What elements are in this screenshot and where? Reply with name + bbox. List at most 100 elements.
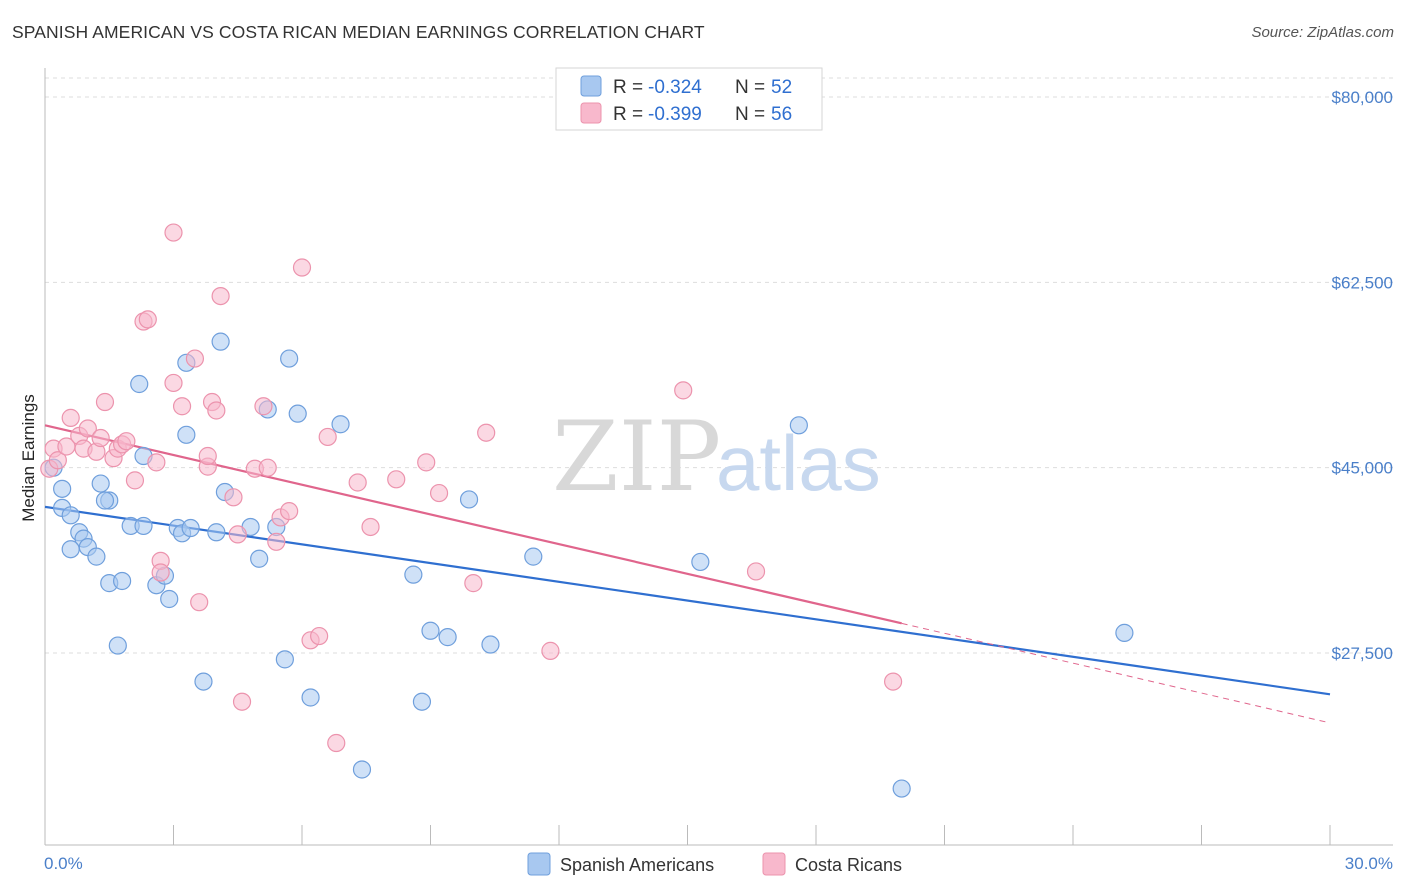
grid-layer [45, 77, 1393, 654]
costa-rican-point [48, 451, 67, 470]
costa-rican-point [147, 453, 166, 472]
costa-rican-point [477, 423, 496, 442]
costa-rican-point [292, 258, 312, 277]
spanish-american-point [250, 549, 269, 568]
spanish-american-point [95, 491, 115, 510]
spanish-american-point [481, 635, 500, 654]
spanish-american-point [130, 374, 149, 394]
costa-rican-point [207, 401, 226, 420]
points-layer [40, 223, 1134, 798]
spanish-american-point [61, 540, 80, 559]
costa-rican-point [258, 458, 277, 477]
costa-rican-point [224, 488, 243, 507]
costa-rican-point [429, 483, 449, 503]
trend-layer [44, 424, 1331, 724]
costa-rican-point [883, 672, 903, 691]
spanish-american-point [1115, 623, 1134, 642]
costa-rican-point [464, 574, 483, 593]
spanish-american-trend-line [44, 505, 1331, 696]
series-swatch-spanish-americans [527, 852, 551, 876]
chart-title: SPANISH AMERICAN VS COSTA RICAN MEDIAN E… [12, 22, 705, 42]
spanish-american-point [352, 760, 372, 779]
costa-rican-point [361, 517, 380, 537]
spanish-american-point [438, 628, 457, 647]
y-tick-label: $45,000 [1332, 459, 1393, 478]
legend-n-value-blue: 52 [771, 77, 792, 98]
costa-rican-point [254, 397, 273, 416]
legend-r-value-pink: -0.399 [648, 104, 702, 125]
spanish-american-point [160, 589, 179, 609]
spanish-american-point [892, 779, 911, 798]
watermark-zip: ZIP [552, 401, 721, 513]
costa-rican-point [95, 392, 115, 412]
spanish-american-point [181, 518, 200, 538]
costa-rican-point [164, 223, 183, 242]
costa-rican-point [280, 501, 299, 521]
legend-n-label-pink: N = [735, 104, 765, 125]
costa-rican-point [228, 525, 247, 544]
costa-rican-point [211, 287, 230, 306]
spanish-american-point [288, 404, 307, 423]
spanish-american-point [211, 332, 230, 351]
spanish-american-point [53, 479, 72, 498]
spanish-american-point [412, 692, 432, 711]
spanish-american-point [524, 547, 543, 566]
costa-rican-point [172, 397, 192, 416]
axes-layer [44, 68, 1393, 846]
watermark: ZIP atlas [552, 401, 881, 513]
costa-rican-point [232, 692, 252, 711]
spanish-american-point [87, 547, 106, 566]
y-tick-label: $27,500 [1332, 644, 1393, 663]
x-tick-label-min: 0.0% [44, 854, 83, 873]
spanish-american-point [301, 688, 320, 707]
series-label-costa-ricans: Costa Ricans [795, 855, 902, 875]
spanish-american-point [280, 349, 299, 368]
legend-n-value-pink: 56 [771, 104, 792, 125]
spanish-american-point [177, 425, 196, 444]
spanish-american-point [789, 416, 808, 435]
legend-r-label-pink: R = [613, 104, 643, 125]
costa-rican-point [746, 562, 766, 581]
costa-rican-point [138, 310, 157, 329]
legend-n-label-blue: N = [735, 77, 765, 98]
correlation-legend: R = -0.324 N = 52 R = -0.399 N = 56 [555, 67, 823, 131]
x-tick-label-max: 30.0% [1345, 854, 1393, 873]
costa-rican-point [151, 563, 170, 582]
costa-rican-point [674, 381, 693, 400]
costa-rican-point [125, 471, 145, 490]
costa-rican-point [310, 626, 329, 646]
costa-rican-point [164, 373, 183, 393]
costa-rican-point [117, 432, 136, 451]
legend-r-label-blue: R = [613, 77, 643, 98]
spanish-american-point [112, 571, 132, 591]
legend-swatch-pink [580, 102, 602, 124]
costa-rican-point [78, 419, 97, 438]
costa-rican-trend-extension [901, 622, 1331, 724]
legend-swatch-blue [580, 75, 602, 97]
spanish-american-point [691, 552, 710, 572]
y-axis-label: Median Earnings [19, 394, 38, 522]
costa-rican-point [387, 470, 406, 489]
costa-rican-point [61, 408, 80, 427]
spanish-american-point [108, 636, 127, 655]
spanish-american-point [331, 415, 350, 434]
costa-rican-point [348, 473, 367, 492]
chart-source: Source: ZipAtlas.com [1251, 24, 1394, 41]
spanish-american-point [134, 516, 153, 536]
series-swatch-costa-ricans [762, 852, 786, 876]
spanish-american-point [91, 474, 110, 493]
spanish-american-point [421, 621, 440, 640]
spanish-american-point [194, 672, 213, 691]
y-tick-label: $80,000 [1332, 88, 1393, 107]
costa-rican-point [91, 428, 110, 448]
spanish-american-point [275, 650, 294, 669]
spanish-american-point [404, 565, 423, 584]
series-legend: Spanish Americans Costa Ricans [527, 852, 902, 876]
spanish-american-point [207, 523, 226, 542]
costa-rican-point [327, 733, 346, 753]
costa-rican-point [190, 593, 209, 612]
costa-rican-point [541, 641, 560, 660]
legend-r-value-blue: -0.324 [648, 77, 702, 98]
spanish-american-point [61, 506, 80, 525]
